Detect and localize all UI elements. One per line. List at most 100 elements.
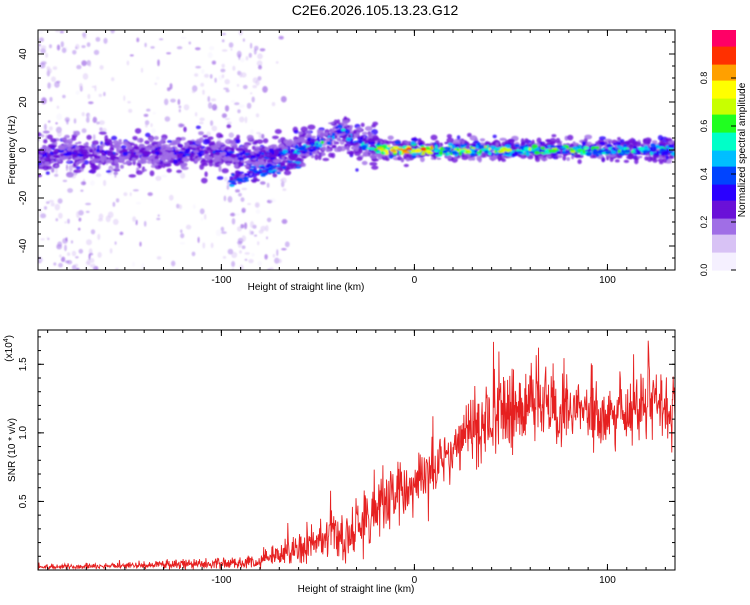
colorbar-step: [712, 54, 736, 57]
heatmap-cell: [146, 156, 152, 161]
heatmap-cell: [255, 161, 262, 166]
heatmap-cell: [159, 140, 164, 144]
heatmap-cell: [182, 159, 186, 162]
heatmap-cell: [595, 154, 600, 157]
heatmap-cell: [219, 142, 225, 146]
heatmap-cell: [244, 116, 248, 124]
heatmap-cell: [260, 181, 266, 185]
heatmap-cell: [361, 145, 367, 150]
heatmap-cell: [489, 145, 497, 149]
heatmap-cell: [227, 248, 234, 255]
heatmap-cell: [456, 148, 460, 151]
heatmap-cell: [75, 162, 80, 166]
heatmap-cell: [372, 134, 379, 141]
heatmap-cell: [154, 151, 160, 156]
heatmap-cell: [133, 154, 139, 159]
heatmap-cell: [81, 45, 86, 49]
colorbar-step: [712, 52, 736, 55]
heatmap-cell: [550, 145, 557, 148]
heatmap-cell: [535, 157, 541, 162]
heatmap-cell: [567, 134, 574, 141]
heatmap-cell: [367, 138, 374, 143]
heatmap-cell: [576, 148, 583, 152]
heatmap-cell: [140, 147, 146, 151]
heatmap-cell: [47, 68, 52, 74]
heatmap-cell: [350, 146, 357, 150]
heatmap-cell: [250, 152, 255, 155]
heatmap-cell: [249, 128, 254, 135]
heatmap-cell: [614, 159, 620, 163]
heatmap-cell: [144, 140, 150, 145]
heatmap-cell: [613, 142, 617, 146]
colorbar-step: [712, 172, 736, 175]
heatmap-cell: [256, 131, 261, 135]
heatmap-cell: [304, 153, 310, 157]
heatmap-cell: [99, 120, 105, 125]
heatmap-cell: [191, 90, 196, 94]
heatmap-cell: [67, 218, 70, 224]
heatmap-cell: [299, 153, 306, 156]
heatmap-cell: [271, 144, 277, 147]
heatmap-cell: [211, 98, 217, 102]
heatmap-cell: [236, 83, 240, 87]
heatmap-cell: [120, 145, 127, 149]
heatmap-cell: [124, 155, 130, 159]
heatmap-cell: [201, 68, 205, 74]
heatmap-cell: [239, 71, 243, 78]
heatmap-cell: [203, 213, 207, 220]
heatmap-cell: [160, 148, 165, 153]
heatmap-cell: [81, 60, 87, 67]
heatmap-cell: [201, 177, 208, 184]
heatmap-cell: [241, 187, 248, 191]
heatmap-cell: [67, 159, 70, 163]
heatmap-cell: [46, 134, 53, 140]
heatmap-cell: [164, 116, 171, 122]
heatmap-cell: [250, 230, 254, 235]
heatmap-cell: [257, 241, 260, 246]
heatmap-cell: [101, 152, 106, 156]
heatmap-cell: [242, 150, 246, 154]
heatmap-cell: [250, 92, 253, 95]
heatmap-cell: [192, 204, 196, 210]
heatmap-cell: [467, 132, 472, 138]
heatmap-cell: [178, 105, 182, 109]
heatmap-cell: [349, 150, 354, 156]
heatmap-cell: [566, 157, 570, 161]
heatmap-cell: [273, 151, 279, 156]
heatmap-cell: [185, 224, 192, 230]
heatmap-cell: [249, 42, 253, 49]
heatmap-cell: [531, 144, 538, 149]
heatmap-cell: [122, 141, 129, 145]
heatmap-cell: [369, 154, 378, 159]
heatmap-cell: [172, 159, 179, 165]
heatmap-cell: [248, 52, 252, 58]
heatmap-cell: [322, 157, 330, 162]
heatmap-cell: [444, 141, 449, 145]
heatmap-cell: [634, 158, 639, 165]
colorbar-step: [712, 250, 736, 253]
heatmap-cell: [218, 165, 222, 172]
heatmap-cell: [225, 89, 230, 93]
heatmap-cell: [207, 136, 214, 140]
heatmap-cell: [50, 138, 57, 143]
heatmap-cell: [87, 93, 91, 100]
heatmap-cell: [55, 30, 60, 33]
colorbar-step: [712, 180, 736, 183]
heatmap-cell: [180, 163, 187, 167]
heatmap-cell: [520, 138, 525, 144]
heatmap-cell: [218, 75, 223, 81]
heatmap-cell: [328, 122, 335, 125]
heatmap-cell: [55, 158, 60, 162]
heatmap-cell: [130, 152, 135, 157]
colorbar-step: [712, 214, 736, 217]
heatmap-cell: [59, 254, 62, 258]
heatmap-cell: [285, 142, 293, 147]
colorbar-step: [712, 92, 736, 95]
heatmap-cell: [277, 258, 282, 264]
heatmap-cell: [174, 150, 179, 153]
colorbar-step: [712, 202, 736, 205]
heatmap-cell: [541, 146, 545, 150]
heatmap-cell: [75, 256, 79, 259]
colorbar-tick-label: 0.0: [699, 264, 709, 277]
heatmap-cell: [341, 135, 347, 139]
